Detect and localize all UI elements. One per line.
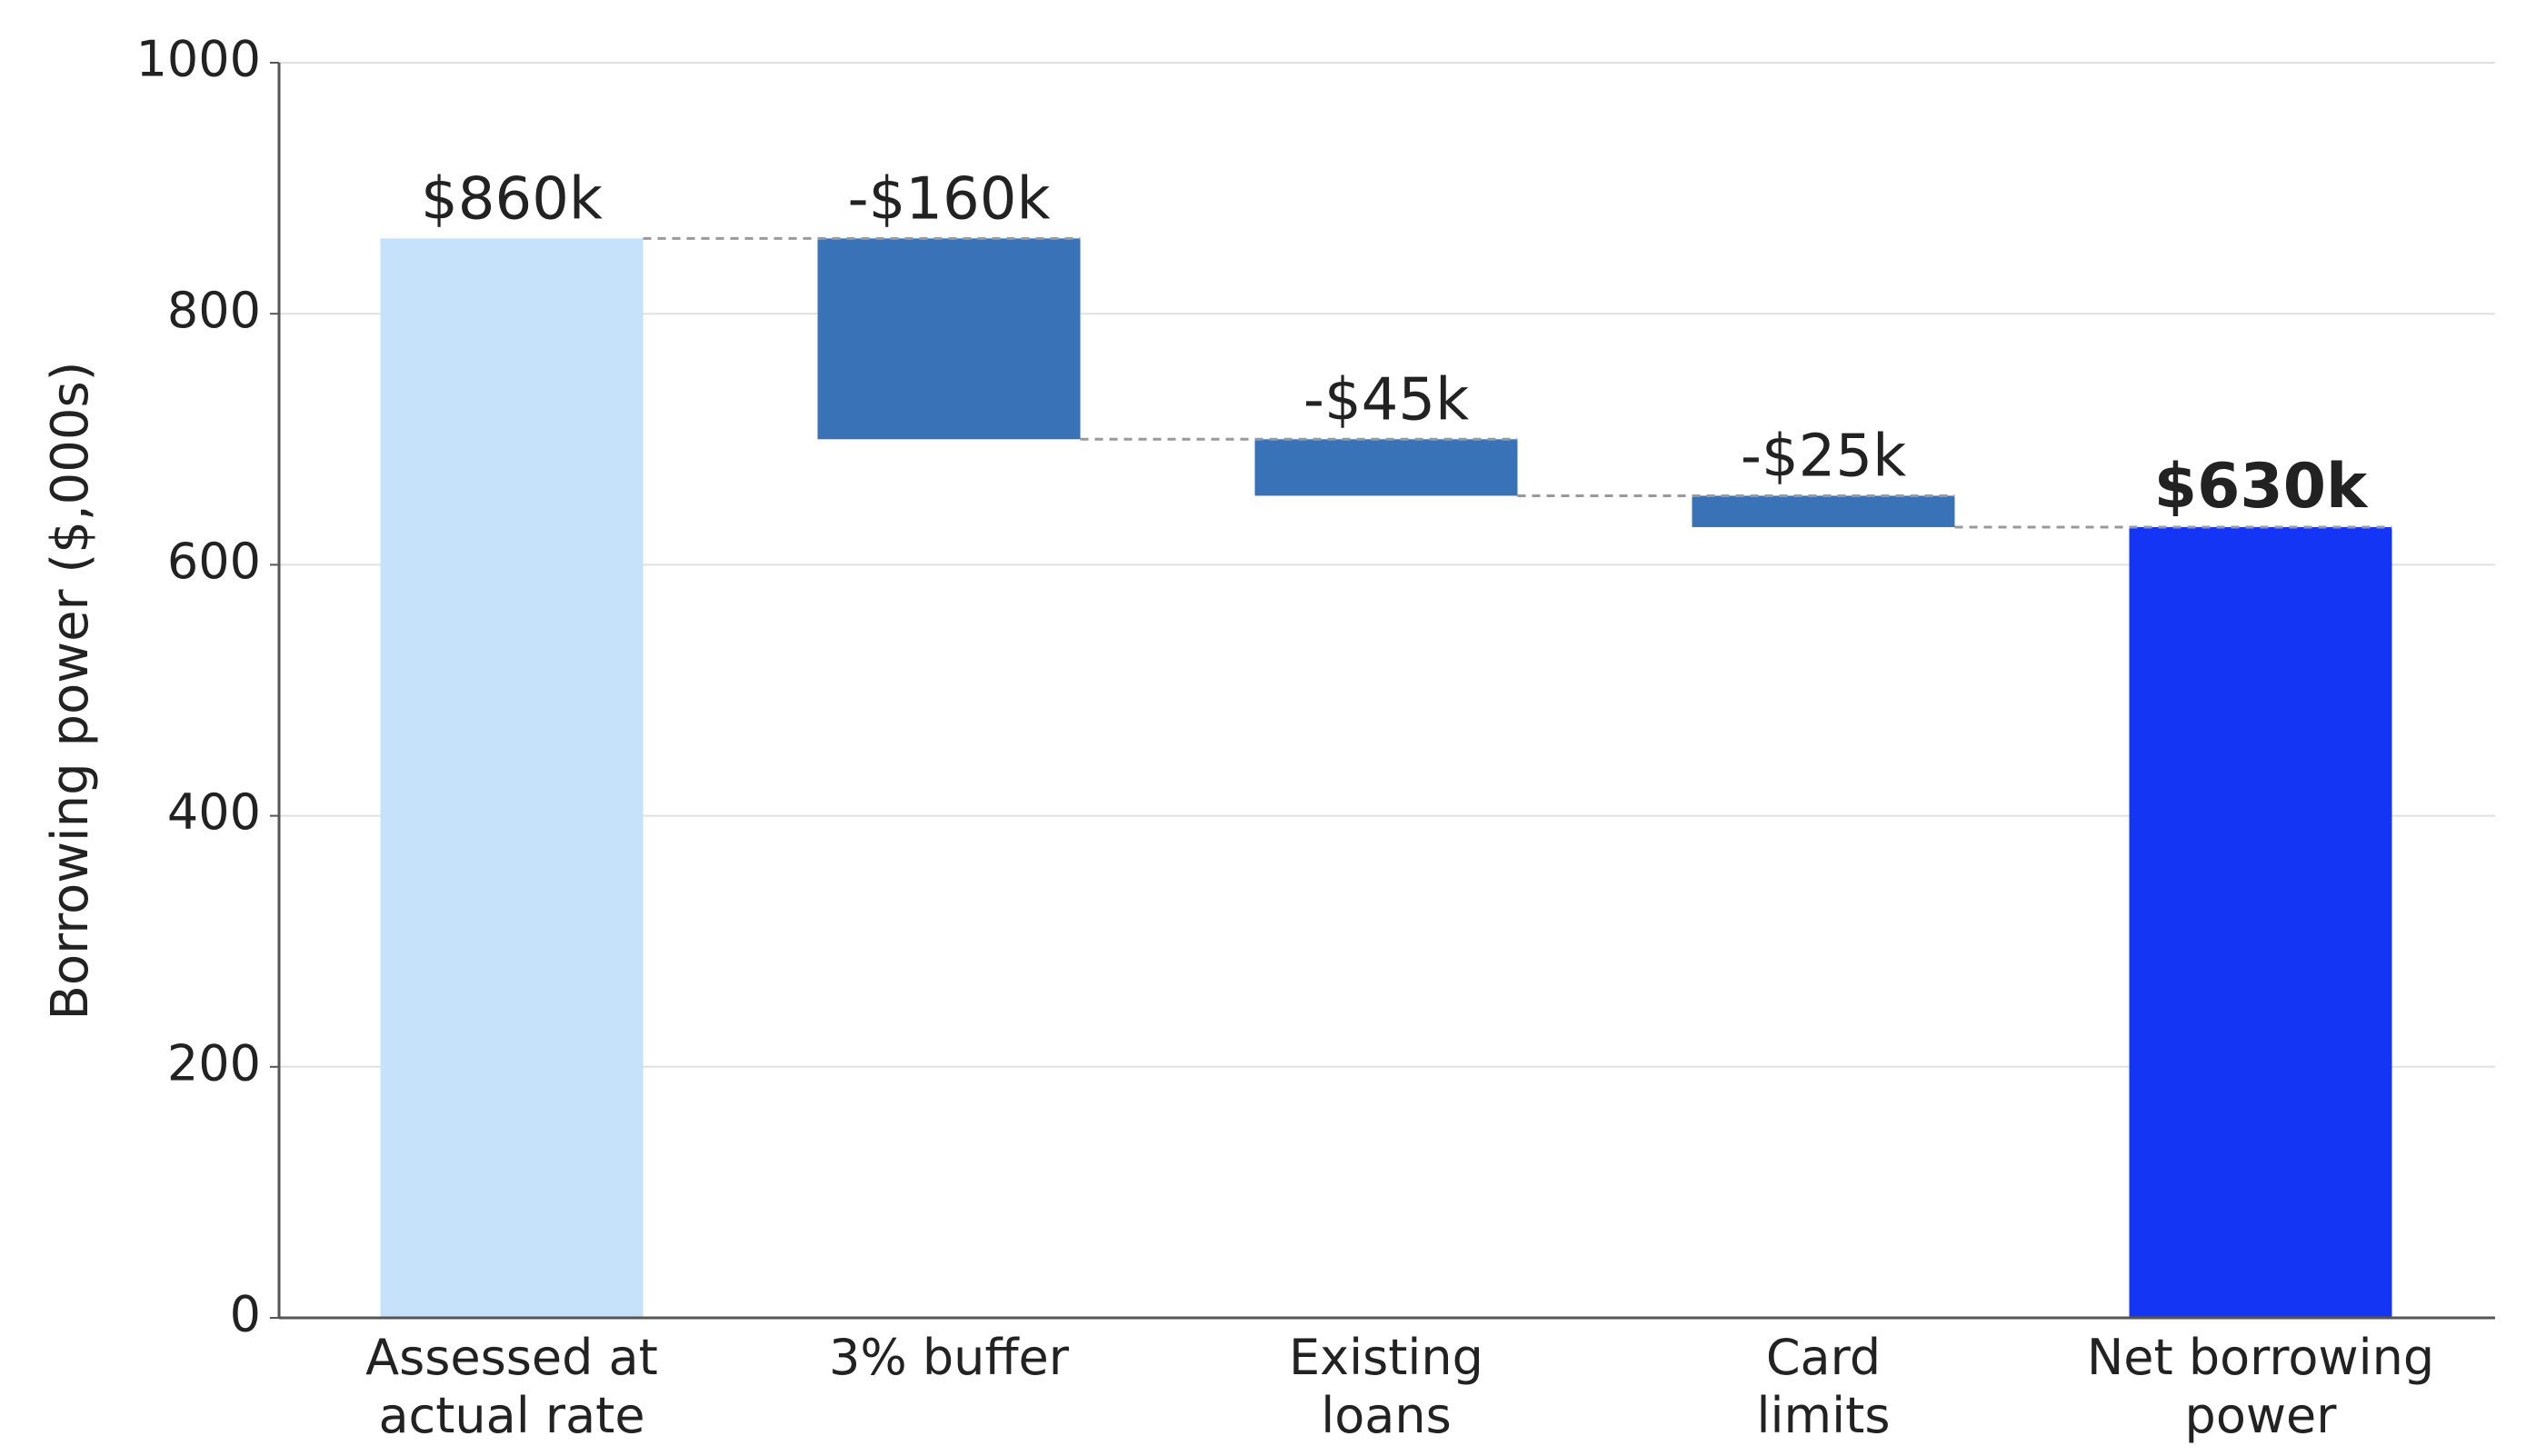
value-label: $630k — [2154, 451, 2369, 523]
bar — [380, 238, 644, 1319]
value-label: -$25k — [1741, 423, 1906, 490]
x-tick-label: Existing loans — [1289, 1329, 1483, 1444]
y-tick-label: 1000 — [136, 31, 261, 88]
value-label: -$160k — [847, 165, 1050, 233]
bar — [1692, 495, 1955, 527]
value-label: -$45k — [1303, 366, 1469, 434]
value-label: $860k — [421, 165, 603, 233]
x-tick-label: 3% buffer — [829, 1329, 1069, 1386]
y-tick-label: 800 — [167, 282, 261, 339]
bar — [817, 238, 1081, 440]
bar — [2129, 526, 2392, 1318]
y-axis-label: Borrowing power ($,000s) — [41, 361, 100, 1020]
x-tick-label: Assessed at actual rate — [365, 1329, 658, 1444]
y-tick-label: 0 — [230, 1286, 261, 1343]
x-tick-label: Net borrowing power — [2086, 1329, 2435, 1444]
x-tick-label: Card limits — [1756, 1329, 1891, 1444]
y-tick-label: 600 — [167, 533, 261, 590]
y-tick-label: 200 — [167, 1034, 261, 1092]
bar — [1254, 439, 1518, 496]
y-tick-label: 400 — [167, 783, 261, 841]
